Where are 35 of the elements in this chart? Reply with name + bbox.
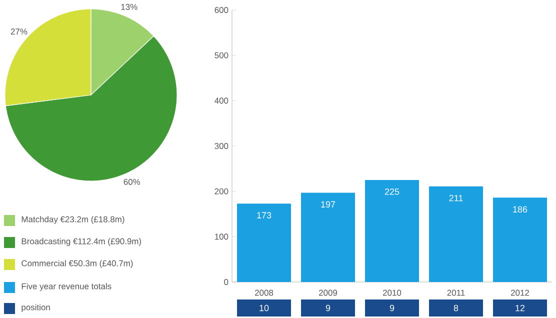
y-tick-label: 300 bbox=[214, 143, 228, 149]
y-tick-label: 500 bbox=[214, 52, 228, 58]
data-label: 9 bbox=[326, 304, 330, 312]
bar bbox=[429, 186, 484, 282]
data-label: 13% bbox=[121, 4, 138, 10]
data-label: 173 bbox=[257, 212, 272, 218]
legend-label: Five year revenue totals bbox=[22, 283, 112, 291]
legend-label: Matchday €23.2m (£18.8m) bbox=[22, 216, 124, 224]
data-label: 10 bbox=[260, 304, 269, 312]
bar bbox=[237, 204, 292, 282]
data-label: 12 bbox=[516, 304, 525, 312]
legend-label: position bbox=[22, 304, 50, 312]
x-tick-label: 2011 bbox=[447, 290, 465, 296]
legend-label: Broadcasting €112.4m (£90.9m) bbox=[22, 238, 142, 246]
y-tick-label: 100 bbox=[215, 234, 228, 240]
y-tick-label: 400 bbox=[214, 98, 228, 104]
bar bbox=[301, 192, 356, 282]
data-label: 60% bbox=[124, 178, 140, 185]
bar bbox=[493, 198, 548, 282]
y-tick-label: 0 bbox=[224, 279, 228, 285]
x-tick-label: 2010 bbox=[383, 290, 402, 296]
x-tick-label: 2009 bbox=[319, 290, 338, 296]
data-label: 27% bbox=[10, 28, 28, 34]
data-label: 186 bbox=[513, 206, 528, 213]
legend-label: Commercial €50.3m (£40.7m) bbox=[22, 260, 133, 268]
data-label: 8 bbox=[454, 304, 458, 312]
x-tick-label: 2008 bbox=[255, 290, 274, 296]
y-tick-label: 600 bbox=[214, 7, 228, 13]
data-label: 197 bbox=[321, 201, 336, 208]
y-tick-label: 200 bbox=[214, 188, 228, 194]
x-tick-label: 2012 bbox=[511, 290, 529, 296]
data-label: 9 bbox=[390, 304, 394, 312]
data-label: 211 bbox=[449, 194, 463, 202]
data-label: 225 bbox=[384, 188, 400, 195]
bar bbox=[365, 180, 420, 282]
